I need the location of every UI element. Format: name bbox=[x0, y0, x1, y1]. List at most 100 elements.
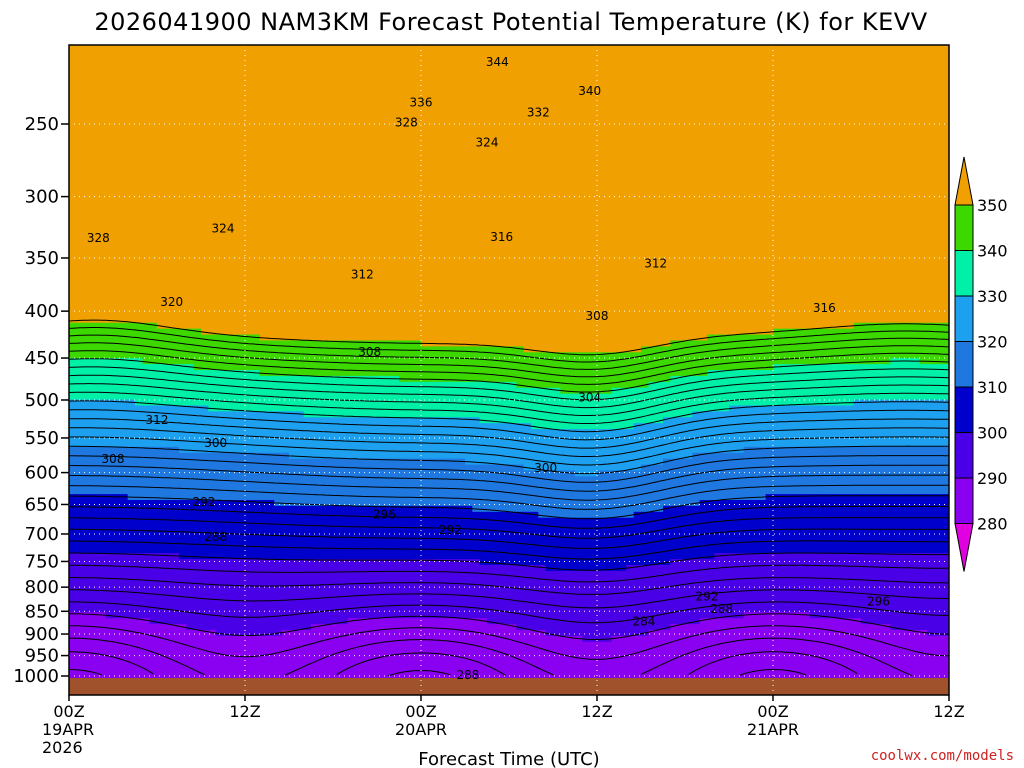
band-cell bbox=[252, 169, 261, 176]
band-cell bbox=[230, 446, 239, 454]
band-cell bbox=[391, 115, 400, 123]
band-cell bbox=[105, 618, 114, 625]
band-cell bbox=[362, 180, 371, 188]
band-cell bbox=[69, 45, 77, 52]
band-cell bbox=[186, 535, 195, 542]
band-cell bbox=[186, 405, 195, 412]
band-cell bbox=[179, 62, 187, 70]
band-cell bbox=[76, 476, 85, 483]
band-cell bbox=[347, 74, 356, 82]
band-cell bbox=[179, 393, 187, 401]
band-cell bbox=[311, 192, 319, 200]
band-cell bbox=[83, 86, 92, 93]
band-cell bbox=[296, 192, 305, 200]
band-cell bbox=[318, 606, 327, 613]
band-cell bbox=[245, 452, 253, 460]
band-cell bbox=[237, 594, 246, 602]
band-cell bbox=[83, 98, 92, 105]
band-cell bbox=[135, 671, 143, 678]
band-cell bbox=[201, 606, 209, 613]
band-cell bbox=[105, 352, 114, 359]
band-cell bbox=[179, 328, 187, 336]
band-cell bbox=[179, 322, 187, 330]
band-cell bbox=[149, 257, 158, 265]
band-cell bbox=[399, 210, 407, 217]
band-cell bbox=[325, 559, 334, 566]
band-cell bbox=[223, 98, 231, 105]
band-cell bbox=[303, 115, 312, 123]
band-cell bbox=[318, 364, 327, 371]
band-cell bbox=[355, 163, 363, 170]
band-cell bbox=[91, 500, 99, 507]
band-cell bbox=[267, 440, 275, 448]
band-cell bbox=[208, 157, 217, 164]
band-cell bbox=[179, 269, 187, 277]
band-cell bbox=[105, 553, 114, 560]
band-cell bbox=[164, 169, 173, 176]
band-cell bbox=[377, 110, 385, 117]
band-cell bbox=[157, 399, 165, 407]
band-cell bbox=[340, 139, 349, 147]
band-cell bbox=[223, 665, 231, 672]
band-cell bbox=[98, 458, 107, 466]
band-cell bbox=[98, 547, 107, 554]
band-cell bbox=[369, 310, 378, 318]
band-cell bbox=[340, 665, 349, 672]
band-cell bbox=[252, 358, 261, 365]
band-cell bbox=[69, 293, 77, 300]
band-cell bbox=[120, 553, 129, 560]
band-cell bbox=[69, 50, 77, 58]
band-cell bbox=[245, 322, 253, 330]
band-cell bbox=[98, 269, 107, 277]
band-cell bbox=[237, 423, 246, 430]
band-cell bbox=[223, 641, 231, 649]
band-cell bbox=[230, 494, 239, 501]
band-cell bbox=[311, 600, 319, 607]
band-cell bbox=[76, 381, 85, 389]
band-cell bbox=[149, 476, 158, 483]
band-cell bbox=[149, 641, 158, 649]
band-cell bbox=[296, 618, 305, 625]
band-cell bbox=[142, 275, 151, 282]
band-cell bbox=[237, 505, 246, 513]
band-cell bbox=[355, 494, 363, 501]
band-cell bbox=[135, 163, 143, 170]
band-cell bbox=[142, 204, 151, 212]
band-cell bbox=[377, 452, 385, 460]
band-cell bbox=[149, 234, 158, 241]
band-cell bbox=[157, 328, 165, 336]
band-cell bbox=[267, 115, 275, 123]
band-cell bbox=[252, 435, 261, 442]
band-cell bbox=[311, 287, 319, 294]
band-cell bbox=[296, 175, 305, 182]
band-cell bbox=[98, 476, 107, 483]
band-cell bbox=[384, 228, 393, 235]
band-cell bbox=[201, 452, 209, 460]
band-cell bbox=[113, 370, 121, 377]
band-cell bbox=[105, 464, 114, 472]
band-cell bbox=[318, 169, 327, 176]
band-cell bbox=[267, 346, 275, 353]
band-cell bbox=[391, 74, 400, 82]
band-cell bbox=[179, 251, 187, 259]
band-cell bbox=[245, 334, 253, 342]
band-cell bbox=[245, 186, 253, 194]
band-cell bbox=[193, 310, 202, 318]
band-cell bbox=[303, 375, 312, 383]
band-cell bbox=[91, 600, 99, 607]
band-cell bbox=[186, 482, 195, 489]
band-cell bbox=[318, 381, 327, 389]
band-cell bbox=[135, 56, 143, 64]
band-cell bbox=[91, 204, 99, 212]
band-cell bbox=[215, 110, 224, 117]
band-cell bbox=[391, 145, 400, 152]
band-cell bbox=[135, 316, 143, 324]
band-cell bbox=[113, 328, 121, 336]
band-cell bbox=[98, 245, 107, 253]
band-cell bbox=[83, 358, 92, 365]
band-cell bbox=[201, 500, 209, 507]
band-cell bbox=[201, 582, 209, 590]
band-cell bbox=[186, 328, 195, 336]
band-cell bbox=[215, 92, 224, 99]
band-cell bbox=[259, 257, 268, 265]
